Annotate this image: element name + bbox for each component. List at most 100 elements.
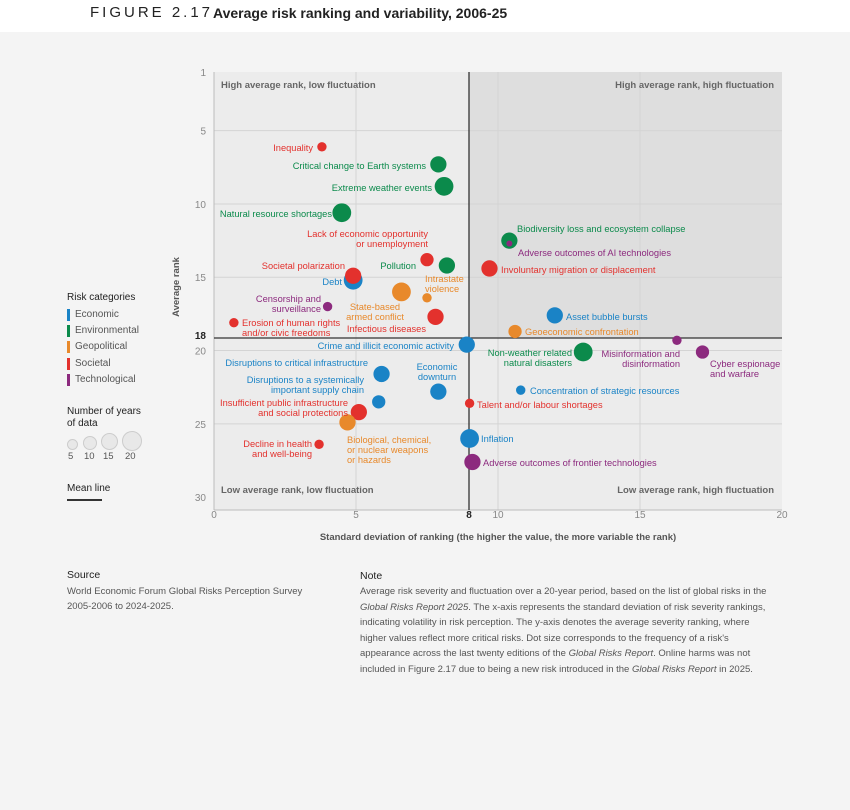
data-label: Crime and illicit economic activity [318, 341, 455, 351]
y-tick-label: 10 [195, 200, 207, 211]
x-tick-label: 20 [776, 510, 788, 521]
data-label: State-based armed conflict [346, 302, 404, 322]
mean-line-swatch [67, 499, 102, 501]
legend-societal: Societal [67, 358, 111, 370]
size-circle-10 [83, 436, 97, 450]
data-label: Asset bubble bursts [566, 312, 648, 322]
y-tick-label: 20 [195, 347, 207, 358]
quadrant-label-bottom-left: Low average rank, low fluctuation [221, 485, 374, 496]
data-label: Societal polarization [262, 261, 345, 271]
data-label: Lack of economic opportunity or unemploym… [307, 229, 428, 249]
data-point [427, 308, 444, 325]
data-point [516, 385, 526, 395]
legend-categories-title: Risk categories [67, 292, 136, 303]
data-point [573, 342, 593, 362]
data-label: Misinformation and disinformation [601, 349, 680, 369]
legend-environmental: Environmental [67, 325, 139, 337]
x-tick-label: 10 [492, 510, 504, 521]
data-point [464, 453, 481, 471]
size-label: 20 [125, 451, 136, 462]
data-point [392, 282, 411, 302]
mean-y-tick-label: 18 [195, 331, 207, 342]
figure-number: FIGURE 2.17 [90, 4, 214, 21]
y-tick-label: 25 [195, 420, 207, 431]
y-axis-label: Average rank [171, 256, 182, 317]
data-point [229, 317, 239, 328]
data-point [546, 307, 563, 324]
data-label: Talent and/or labour shortages [477, 400, 603, 410]
data-label: Pollution [380, 261, 416, 271]
data-point [422, 293, 432, 303]
size-circle-5 [67, 439, 78, 450]
data-label: Biodiversity loss and ecosystem collapse [517, 224, 685, 234]
data-label: Adverse outcomes of frontier technologie… [483, 458, 657, 468]
data-point [434, 176, 454, 196]
note-heading: Note [360, 570, 383, 582]
data-point [345, 267, 362, 284]
data-point [372, 395, 386, 409]
data-label: Cyber espionage and warfare [710, 359, 780, 379]
data-label: Disruptions to a systemically important s… [247, 375, 365, 395]
data-point [430, 156, 447, 173]
legend-mean-line-label: Mean line [67, 483, 111, 494]
data-point [458, 336, 475, 353]
data-label: Debt [322, 277, 342, 287]
data-label: Inequality [273, 143, 313, 153]
mean-x-tick-label: 8 [466, 510, 472, 521]
legend-geopolitical: Geopolitical [67, 341, 128, 353]
data-point [481, 260, 498, 277]
quadrant-high-fluctuation-shade [469, 72, 782, 338]
data-point [420, 253, 434, 267]
data-point [314, 439, 324, 450]
size-label: 15 [103, 451, 114, 462]
y-tick-label: 15 [195, 273, 207, 284]
data-point [317, 142, 327, 152]
source-heading: Source [67, 569, 101, 581]
data-label: Natural resource shortages [220, 209, 332, 219]
source-text: World Economic Forum Global Risks Percep… [67, 586, 303, 612]
data-point [430, 383, 447, 400]
legend-size-title: Number of years of data [67, 406, 141, 429]
quadrant-label-top-left: High average rank, low fluctuation [221, 80, 376, 91]
y-tick-label: 1 [200, 68, 206, 79]
note-text: Average risk severity and fluctuation ov… [360, 586, 767, 675]
legend-label: Societal [75, 358, 111, 369]
data-point [373, 365, 390, 383]
data-point [332, 203, 352, 223]
legend-economic: Economic [67, 309, 119, 321]
data-point [464, 398, 475, 409]
x-tick-label: 0 [211, 510, 217, 521]
data-label: Extreme weather events [332, 183, 433, 193]
data-point [339, 414, 356, 431]
data-label: Decline in health and well-being [243, 439, 312, 459]
x-tick-label: 5 [353, 510, 359, 521]
data-label: Non-weather related natural disasters [488, 348, 573, 368]
data-point [438, 257, 456, 274]
data-label: Involuntary migration or displacement [501, 265, 656, 275]
data-point [695, 345, 710, 359]
data-label: Biological, chemical, or nuclear weapons o… [347, 435, 431, 465]
data-point [322, 301, 333, 312]
y-tick-label: 5 [200, 127, 206, 138]
size-circle-15 [101, 433, 118, 450]
data-label: Intrastate violence [425, 274, 464, 294]
x-axis-label: Standard deviation of ranking (the highe… [320, 532, 676, 543]
data-point [508, 324, 522, 339]
x-tick-label: 15 [634, 510, 646, 521]
data-label: Inflation [481, 434, 514, 444]
quadrant-label-top-right: High average rank, high fluctuation [615, 80, 774, 91]
data-label: Adverse outcomes of AI technologies [518, 248, 671, 258]
legend-label: Geopolitical [75, 341, 128, 352]
data-point [460, 429, 479, 448]
data-label: Geoeconomic confrontation [525, 327, 639, 337]
size-label: 5 [68, 451, 74, 462]
size-label: 10 [84, 451, 95, 462]
data-label: Erosion of human rights and/or civic free… [242, 318, 341, 338]
legend-label: Technological [75, 374, 136, 385]
data-label: Censorship and surveillance [256, 294, 321, 314]
figure-title: Average risk ranking and variability, 20… [213, 5, 508, 21]
data-label: Infectious diseases [347, 324, 426, 334]
size-circle-20 [122, 431, 142, 451]
data-point [672, 335, 682, 345]
